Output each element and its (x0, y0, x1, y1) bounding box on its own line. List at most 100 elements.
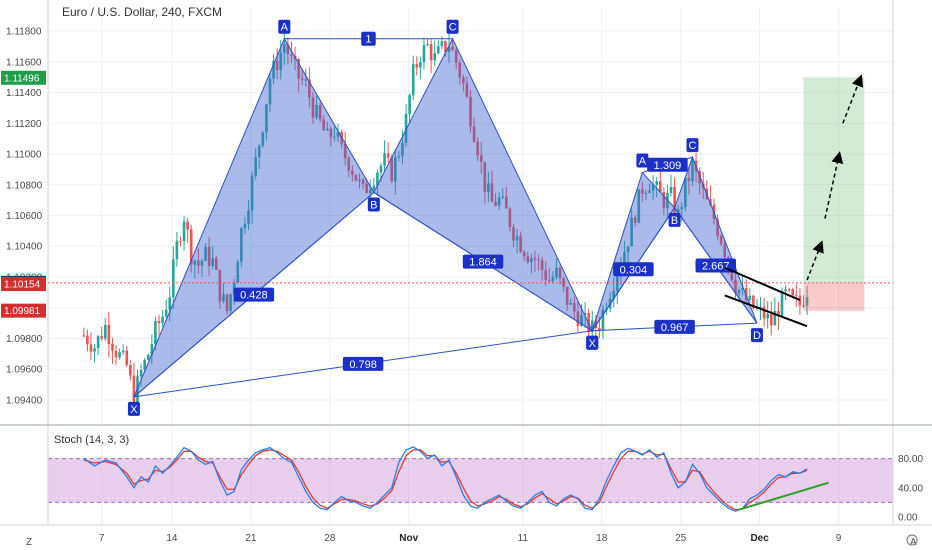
candle-body (411, 64, 415, 96)
candle-body (673, 186, 676, 214)
candle-body (594, 320, 598, 329)
x-tick-label: 25 (675, 533, 687, 544)
price-label: 1.10154 (4, 280, 41, 291)
candle-body (222, 294, 225, 302)
ratio-badge: 1 (365, 34, 371, 46)
candle-body (562, 278, 565, 287)
ratio-badge-bg (233, 287, 275, 302)
point-label-x: X (589, 338, 597, 350)
candle-body (179, 240, 182, 242)
candle-body (487, 183, 490, 192)
candle-body (530, 258, 533, 263)
candle-body (111, 344, 114, 351)
point-label-a: A (281, 22, 289, 34)
candles (82, 30, 809, 410)
candle-body (583, 313, 587, 315)
x-tick-label: 7 (99, 533, 105, 544)
candle-body (172, 259, 175, 298)
projection-arrow (842, 74, 864, 124)
y-tick-label: 1.09600 (6, 365, 43, 376)
y-tick-label: 1.11200 (6, 119, 42, 130)
point-badge-bg (636, 153, 649, 168)
candle-body (333, 136, 336, 138)
candle-body (93, 348, 96, 352)
ratio-badge: 0.428 (240, 290, 268, 302)
point-label-d: D (753, 330, 761, 342)
candle-body (368, 189, 372, 194)
ratio-badge: 1.309 (654, 160, 682, 172)
candle-body (648, 190, 651, 193)
point-badge-bg (367, 197, 380, 212)
point-badge-bg (686, 138, 699, 153)
candle-body (100, 336, 104, 339)
candle-body (522, 252, 526, 257)
candle-body (773, 310, 777, 326)
candle-body (601, 309, 605, 331)
candle-body (483, 161, 487, 192)
y-tick-label: 1.11800 (6, 27, 42, 38)
harmonic-overlays: 1 0.428 1.864 0.798 X A B C D 1.309 0.304 2.667 0.96… (48, 19, 893, 416)
candle-body (444, 41, 447, 52)
point-badge-bg (586, 335, 599, 350)
candle-body (691, 160, 694, 182)
candle-body (680, 207, 684, 210)
candle-body (730, 265, 734, 281)
point-label-c: C (689, 140, 697, 152)
stoch-trendline (738, 481, 829, 511)
candle-body (279, 52, 283, 70)
x-tick-label: 11 (518, 533, 529, 544)
candle-body (343, 143, 347, 159)
candle-body (146, 354, 150, 360)
stoch-band (48, 458, 893, 503)
candle-body (415, 64, 419, 68)
candle-body (229, 294, 232, 311)
price-label-bg (1, 70, 46, 85)
candle-body (286, 44, 290, 55)
ratio-badge: 1.864 (469, 257, 497, 269)
y-tick-label: 1.10600 (6, 211, 43, 222)
candle-body (193, 260, 197, 265)
pattern-xab (591, 171, 676, 332)
candle-body (121, 350, 125, 353)
candle-body (465, 83, 469, 97)
candle-body (573, 302, 576, 312)
candle-body (476, 141, 479, 156)
candle-body (558, 267, 562, 279)
candle-body (547, 279, 551, 281)
candle-body (386, 153, 390, 158)
pattern-bcd (674, 155, 758, 324)
candle-body (551, 277, 555, 281)
candle-body (103, 324, 107, 339)
candle-body (787, 289, 791, 291)
point-badge-bg (127, 401, 140, 416)
candle-body (544, 270, 547, 280)
candle-body (734, 280, 737, 294)
candle-body (304, 79, 308, 81)
candle-body (447, 46, 451, 52)
candle-body (687, 178, 691, 182)
candle-body (512, 227, 515, 241)
candle-body (508, 208, 512, 228)
candle-body (419, 62, 422, 68)
candle-body (404, 113, 408, 143)
candle-body (494, 201, 497, 206)
candle-body (265, 104, 268, 133)
candle-body (268, 78, 272, 105)
candle-body (358, 179, 361, 181)
candle-body (759, 306, 762, 308)
candle-body (526, 256, 530, 263)
candle-body (805, 297, 809, 306)
candle-body (322, 119, 325, 131)
candle-body (576, 311, 580, 326)
target-zone (803, 77, 865, 283)
price-label: 1.11496 (4, 73, 40, 84)
candle-body (777, 310, 780, 317)
candle-body (433, 53, 436, 61)
point-label-x: X (130, 404, 138, 416)
candle-body (802, 305, 805, 307)
point-badge-bg (750, 328, 763, 343)
candle-body (204, 246, 207, 261)
price-label: 1.09981 (4, 306, 41, 317)
candle-body (379, 165, 383, 173)
